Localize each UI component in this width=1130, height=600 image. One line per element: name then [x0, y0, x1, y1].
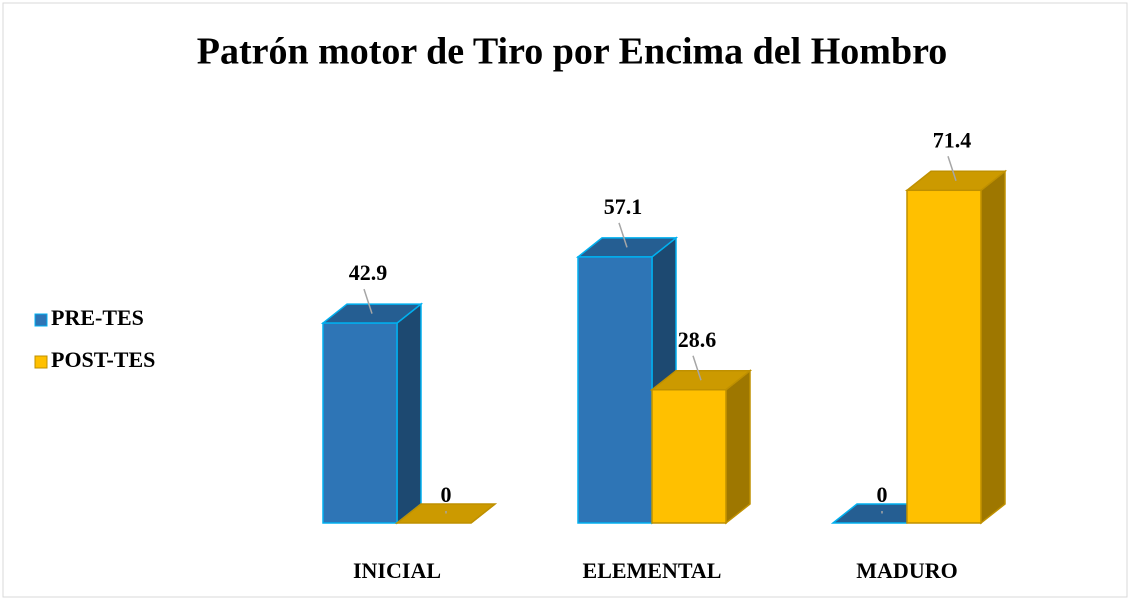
data-label: 42.9: [349, 260, 388, 285]
data-label: 57.1: [604, 194, 643, 219]
legend-swatch: [34, 355, 48, 369]
leader-line: [618, 222, 628, 248]
legend-label: PRE-TES: [51, 305, 144, 330]
bar: [322, 322, 398, 524]
x-tick-label: MADURO: [856, 558, 957, 583]
data-label: 28.6: [678, 327, 717, 352]
legend-swatch: [34, 313, 48, 327]
bar: [577, 256, 653, 524]
chart-title: Patrón motor de Tiro por Encima del Homb…: [197, 31, 948, 73]
legend-label: POST-TES: [51, 347, 155, 372]
bar-side: [980, 169, 1006, 525]
bar: [906, 189, 982, 524]
x-tick-label: INICIAL: [353, 558, 441, 583]
leader-line: [692, 355, 702, 381]
leader-line: [363, 288, 373, 314]
bar: [651, 388, 727, 524]
leader-line: [947, 156, 957, 182]
data-label: 0: [441, 482, 452, 507]
data-label: 71.4: [933, 127, 972, 152]
data-label: 0: [877, 482, 888, 507]
bar-side: [396, 302, 422, 525]
x-tick-label: ELEMENTAL: [583, 558, 722, 583]
bar-side: [725, 369, 751, 525]
